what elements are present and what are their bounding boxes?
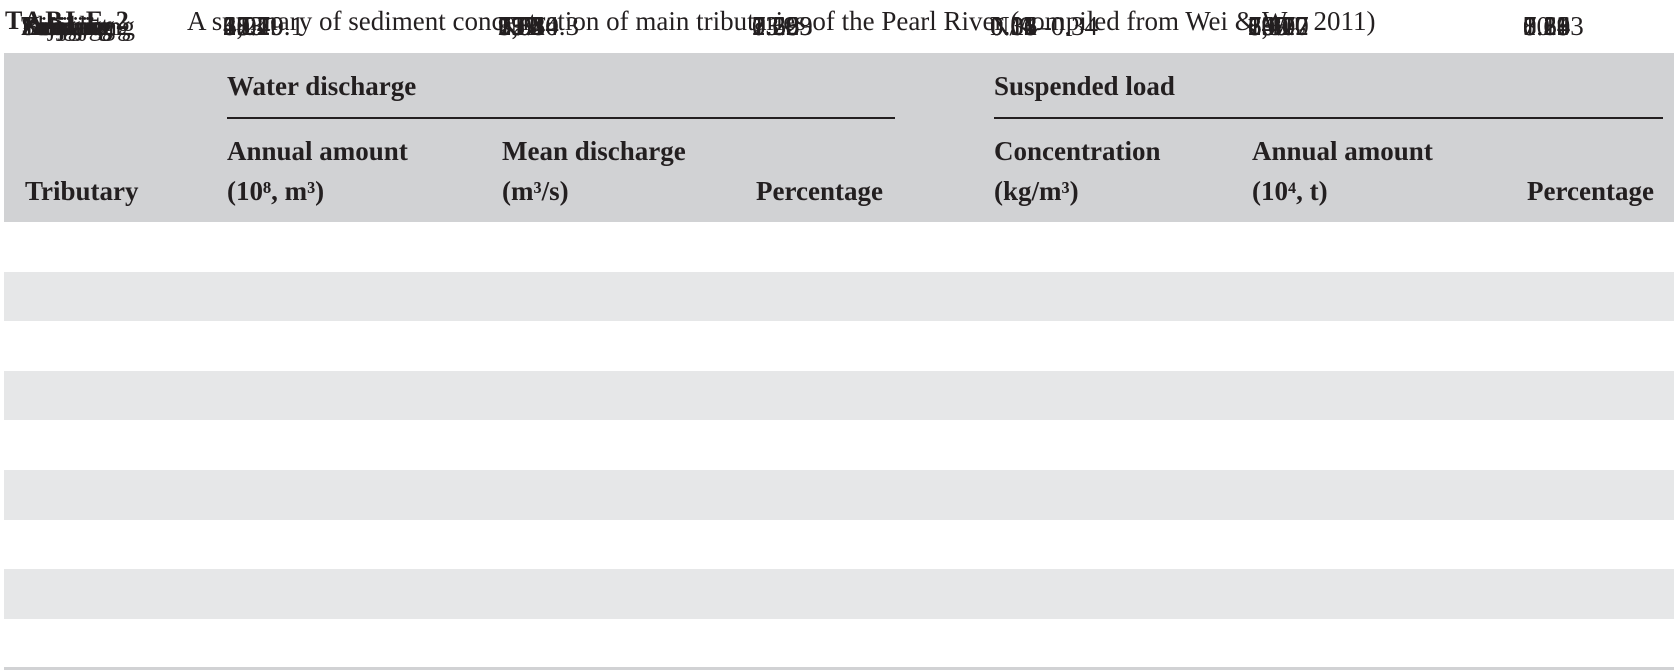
cell: 1 [752,11,766,41]
table-row [4,569,1674,619]
cell: 7,020 [498,11,559,41]
table-row [4,519,1674,570]
cell: 20.7 [223,11,271,41]
column-header: Concentration [994,136,1161,166]
table-row [4,271,1674,322]
cell: 7,100 [1248,11,1309,41]
cell: 0.32 [990,11,1038,41]
cell: 17.1 [223,11,271,41]
cell: 56.1 [1248,11,1296,41]
cell: 0.11 [1523,11,1570,41]
cell: 2,220 [223,11,284,41]
column-unit: (m³/s) [502,176,569,206]
column-unit: (10⁸, m³) [227,176,325,206]
cell: 413 [223,11,264,41]
cell: 0.68 [752,11,800,41]
cell: 647 [1248,11,1289,41]
row-label: Xijiang [21,11,102,41]
cell: 65.5 [498,11,546,41]
cell: 2.26 [752,11,800,41]
column-header: Percentage [756,176,883,206]
cell: 0.13 [990,11,1038,41]
row-label: Liuxihe [21,11,105,41]
cell: N/A [498,11,545,41]
row-label: The rest [21,11,109,41]
table-row [4,470,1674,520]
cell: 737 [498,11,539,41]
cell: 0.13–0.34 [990,11,1098,41]
cell: 296 [1248,11,1289,41]
row-label: Tanjiang [21,11,116,41]
caption-label: TABLE 2 [5,6,132,35]
cell: 0.13 [990,11,1038,41]
cell: 8,872 [1248,11,1309,41]
group-rule [994,117,1663,119]
table-row [4,420,1674,470]
table-row [4,321,1674,371]
cell: 0.16 [990,11,1038,41]
table-row [4,618,1674,669]
row-label: Dongjiang [21,11,135,41]
cell: 0.14 [990,11,1038,41]
column-header: Tributary [25,176,139,206]
column-header: Annual amount [227,136,408,166]
group-header: Suspended load [994,71,1175,101]
table-header [4,53,1674,222]
cell: 10.2 [1248,11,1296,41]
cell: 7.29 [1523,11,1571,41]
cell: 1 [1523,11,1537,41]
cell: 9,584.3 [498,11,579,41]
group-header: Water discharge [227,71,417,101]
cell: 0.26 [1523,11,1571,41]
row-label: Total [21,11,77,41]
cell: 109 [1248,11,1289,41]
cell: 68.4 [223,11,271,41]
cell: 59.4 [498,11,546,41]
cell: 23.0 [1248,11,1296,41]
cell: 1.26 [752,11,800,41]
column-header: Annual amount [1252,136,1433,166]
row-label: Suijiang [21,11,112,41]
cell: 18.7 [223,11,271,41]
cell: 73.29 [752,11,813,41]
cell: 13.63 [752,11,813,41]
cell: 3.34 [1523,11,1571,41]
cell: N/A [990,11,1037,41]
column-unit: (kg/m³) [994,176,1079,206]
table-bottom-rule [4,667,1674,670]
cell: 233 [223,11,264,41]
cell: 38.2 [223,11,271,41]
caption-text: A summary of sediment concentration of m… [187,6,1376,36]
cell: 0.62 [752,11,800,41]
row-label: Zengjiang [21,11,131,41]
cell: 217 [498,11,539,41]
cell: 121 [498,11,539,41]
column-header: Mean discharge [502,136,686,166]
cell: 1,310 [498,11,559,41]
group-rule [227,117,895,119]
table-row [4,222,1674,272]
column-header: Percentage [1527,176,1654,206]
table-row [4,370,1674,421]
cell: 0.11 [990,11,1037,41]
cell: 1.23 [1523,11,1571,41]
cell: 0.63 [1523,11,1571,41]
cell: 7.11 [1523,11,1570,41]
column-unit: (10⁴, t) [1252,176,1328,206]
cell: 630.7 [1248,11,1309,41]
cell: 80.03 [1523,11,1584,41]
cell: 0.56 [752,11,800,41]
cell: 3,029.1 [223,11,304,41]
row-label: Beijiang [21,11,113,41]
cell: 0.06 [990,11,1038,41]
cell: 7.69 [752,11,800,41]
